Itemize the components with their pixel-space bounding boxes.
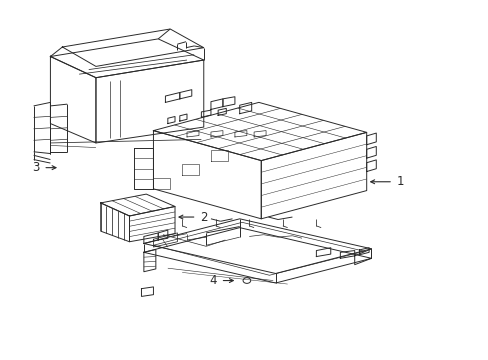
Text: 2: 2 bbox=[200, 211, 207, 224]
Text: 4: 4 bbox=[209, 274, 217, 287]
Text: 3: 3 bbox=[32, 161, 40, 174]
Text: 1: 1 bbox=[396, 175, 403, 188]
